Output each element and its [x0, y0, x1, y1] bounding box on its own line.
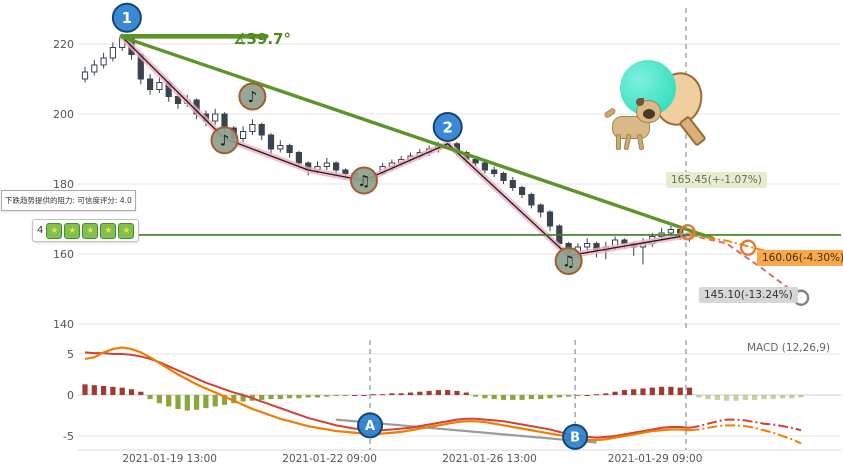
price-tick-label: 140	[53, 318, 74, 331]
macd-layer	[82, 346, 804, 445]
current-price-label: 165.45(+-1.07%)	[666, 172, 767, 188]
target-price-label-low: 145.10(-13.24%)	[699, 287, 798, 303]
time-tick-label: 2021-01-26 13:00	[442, 453, 537, 465]
time-tick-label: 2021-01-22 09:00	[282, 453, 377, 465]
star-badge-icon: ★	[46, 222, 63, 239]
star-badge-icon: ★	[64, 222, 81, 239]
trend-angle-label: ∡39.7°	[233, 30, 291, 48]
svg-text:B: B	[570, 431, 580, 446]
music-note-marker[interactable]	[210, 126, 239, 155]
time-tick-label: 2021-01-29 09:00	[608, 453, 703, 465]
confidence-badge-row[interactable]: 4 ★ ★ ★ ★ ★	[32, 219, 140, 242]
star-badge-icon: ★	[100, 222, 117, 239]
star-badge-icon: ★	[118, 222, 135, 239]
trend-lines[interactable]	[34, 33, 841, 240]
price-tick-label: 200	[53, 108, 74, 121]
svg-text:♪: ♪	[248, 88, 258, 106]
grid-and-axes: 220 200 180 160 140 5 0 -5 2021-01-19 13:00 2021-…	[53, 38, 841, 465]
music-note-marker[interactable]	[238, 82, 267, 111]
svg-text:A: A	[365, 419, 375, 434]
letter-marker-B[interactable]	[562, 423, 589, 450]
svg-text:♪: ♪	[220, 132, 230, 150]
price-tick-label: 180	[53, 178, 74, 191]
music-note-marker[interactable]	[350, 166, 378, 195]
numbered-marker-1[interactable]	[111, 2, 142, 33]
svg-text:♫: ♫	[562, 252, 575, 270]
resistance-tooltip: 下跌趋势提供的阻力: 可信度评分: 4.0	[1, 190, 136, 211]
macd-tick-label: -5	[63, 430, 74, 443]
macd-tick-label: 0	[67, 389, 74, 402]
dog-ear-icon	[636, 98, 644, 106]
annotation-markers[interactable]: 1 2 ♪ ♪ ♫ ♫ A B	[111, 2, 589, 450]
target-ring-marker	[739, 239, 757, 256]
badge-count: 4	[37, 225, 44, 236]
star-badge-icon: ★	[82, 222, 99, 239]
dog-leg-icon	[616, 134, 621, 150]
letter-marker-A[interactable]	[357, 412, 384, 439]
numbered-marker-2[interactable]	[432, 111, 463, 142]
paddle-handle-icon	[678, 115, 707, 147]
price-tick-label: 160	[53, 248, 74, 261]
macd-tick-label: 5	[67, 348, 74, 361]
price-tick-label: 220	[53, 38, 74, 51]
target-ring-marker	[679, 224, 696, 241]
music-note-marker[interactable]	[554, 247, 583, 275]
time-tick-label: 2021-01-19 13:00	[122, 453, 217, 465]
target-price-label-mid: 160.06(-4.30%)	[757, 250, 843, 266]
svg-text:1: 1	[122, 9, 132, 27]
svg-text:2: 2	[442, 118, 452, 136]
dog-tail-icon	[603, 107, 617, 119]
svg-text:♫: ♫	[357, 172, 370, 190]
dog-pingpong-sticker[interactable]	[598, 50, 716, 162]
dog-icon	[612, 116, 650, 139]
dog-muzzle-icon	[643, 109, 655, 119]
macd-parameters-label: MACD (12,26,9)	[747, 342, 831, 354]
